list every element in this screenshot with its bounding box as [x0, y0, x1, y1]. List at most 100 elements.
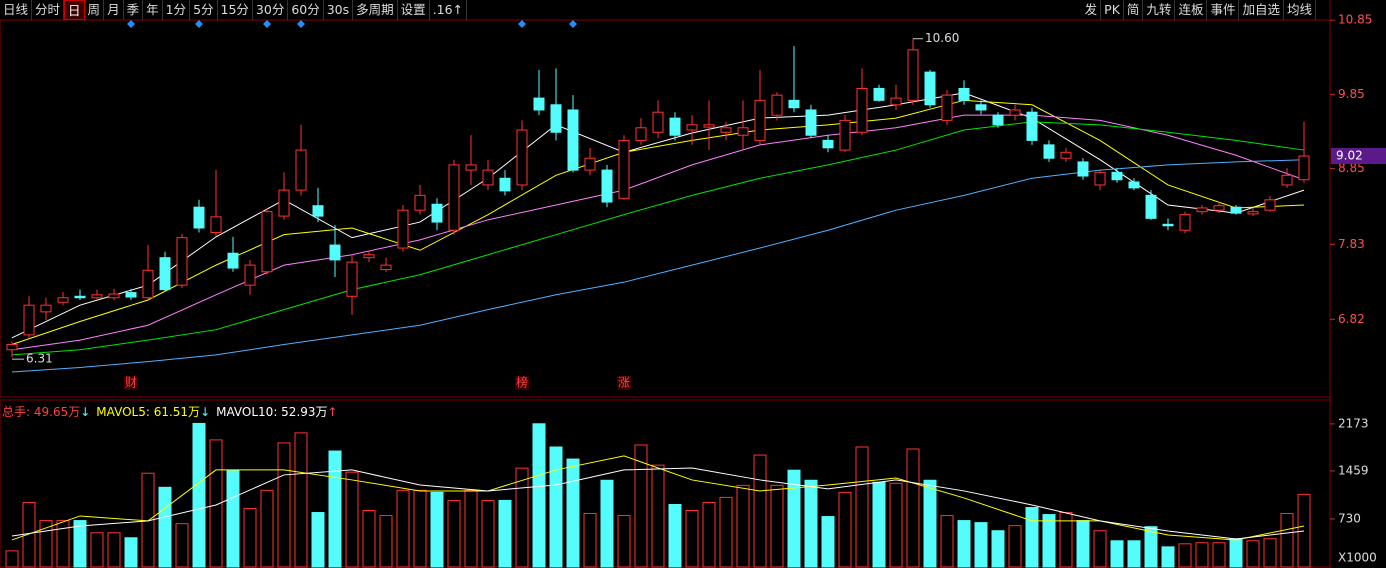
- volume-bar: [549, 446, 563, 568]
- toolbar-button[interactable]: 发: [1082, 0, 1102, 20]
- candle-body: [210, 216, 222, 233]
- volume-bar: [736, 484, 750, 568]
- event-box: [124, 376, 138, 390]
- toolbar-button[interactable]: 5分: [190, 0, 218, 20]
- toolbar-button[interactable]: 季: [124, 0, 144, 20]
- toolbar-button[interactable]: PK: [1101, 0, 1124, 20]
- candle-body: [601, 169, 613, 203]
- volume-legend: 总手: 49.65万↓ MAVOL5: 61.51万↓ MAVOL10: 52.93…: [2, 403, 338, 420]
- candle-body: [754, 99, 766, 141]
- candle-body: [1281, 174, 1293, 186]
- volume-bar: [940, 515, 954, 568]
- moving-average-line: [11, 99, 1305, 346]
- volume-bar: [158, 486, 172, 568]
- volume-bar: [855, 446, 869, 568]
- toolbar-button[interactable]: 均线: [1284, 0, 1316, 20]
- candle-body: [686, 124, 698, 131]
- volume-bar: [583, 513, 597, 568]
- volume-bar: [1127, 540, 1141, 568]
- candle-body: [40, 304, 52, 313]
- volume-bar: [447, 499, 461, 568]
- candle-body: [567, 109, 579, 171]
- candle-body: [805, 109, 817, 136]
- toolbar-button[interactable]: 月: [104, 0, 124, 20]
- volume-bar: [1110, 540, 1124, 568]
- legend-arrow: ↓: [80, 405, 91, 419]
- toolbar-button[interactable]: 30分: [253, 0, 289, 20]
- volume-bar: [1161, 546, 1175, 568]
- volume-bar: [1246, 540, 1260, 568]
- toolbar: 日线 分时日周月季年 1分 5分 15分 30分 60分 30s 多周期 设置 .16↑ 发 PK 简九转…: [0, 0, 1386, 20]
- candle-body: [873, 87, 885, 101]
- toolbar-button[interactable]: 日线: [0, 0, 33, 20]
- volume-bar: [532, 423, 546, 568]
- candle-body: [975, 104, 987, 111]
- candle-body: [193, 206, 205, 229]
- toolbar-right: 发 PK 简九转 连板 事件 加自选 均线: [1082, 0, 1316, 20]
- volume-bar: [838, 491, 852, 568]
- volume-bar: [566, 458, 580, 568]
- moving-average-line: [11, 121, 1305, 356]
- moving-average-line: [11, 467, 1305, 540]
- toolbar-button[interactable]: 设置: [398, 0, 430, 20]
- volume-bar: [56, 520, 70, 568]
- candle-body: [737, 127, 749, 136]
- toolbar-button[interactable]: 多周期: [353, 0, 398, 20]
- candle-body: [1094, 171, 1106, 186]
- candle-body: [1043, 144, 1055, 159]
- candle-body: [652, 111, 664, 133]
- volume-bar: [175, 523, 189, 568]
- legend-text: MAVOL5: 61.51万: [96, 405, 201, 419]
- volume-bar: [651, 464, 665, 568]
- y-tick-label: 8.85: [1338, 161, 1365, 175]
- toolbar-button[interactable]: 简: [1124, 0, 1144, 20]
- volume-bar: [974, 522, 988, 568]
- toolbar-button[interactable]: 九转: [1143, 0, 1176, 20]
- volume-bar: [1229, 538, 1243, 568]
- candle-body: [890, 97, 902, 106]
- candle-body: [142, 269, 154, 299]
- toolbar-button[interactable]: .16↑: [430, 0, 468, 20]
- candle-body: [23, 304, 35, 336]
- legend-item: MAVOL10: 52.93万↑: [216, 403, 337, 420]
- toolbar-button[interactable]: 连板: [1175, 0, 1208, 20]
- candle-body: [91, 294, 103, 299]
- max-label: 10.60: [925, 31, 959, 45]
- event-marker: [195, 20, 203, 28]
- legend-arrow: ↓: [200, 405, 211, 419]
- volume-bar: [515, 467, 529, 568]
- candle-body: [669, 117, 681, 136]
- volume-bar: [226, 469, 240, 568]
- event-marker: [127, 20, 135, 28]
- toolbar-button[interactable]: 日: [64, 0, 85, 20]
- toolbar-button[interactable]: 周: [85, 0, 105, 20]
- volume-bar: [90, 532, 104, 568]
- volume-bar: [1178, 543, 1192, 568]
- toolbar-button[interactable]: 加自选: [1239, 0, 1284, 20]
- toolbar-button[interactable]: 分时: [32, 0, 65, 20]
- volume-bar: [634, 444, 648, 568]
- candle-body: [159, 257, 171, 291]
- toolbar-button[interactable]: 1分: [163, 0, 191, 20]
- toolbar-button[interactable]: 年: [143, 0, 163, 20]
- toolbar-button[interactable]: 30s: [324, 0, 354, 20]
- volume-bar: [209, 439, 223, 568]
- y-tick-label: 1459: [1338, 463, 1369, 477]
- toolbar-button[interactable]: 15分: [218, 0, 253, 20]
- candle-body: [312, 205, 324, 217]
- event-box: [515, 376, 529, 390]
- volume-bar: [396, 489, 410, 568]
- candle-body: [57, 297, 69, 303]
- volume-bar: [73, 520, 87, 568]
- candle-body: [584, 157, 596, 171]
- candle-body: [992, 114, 1004, 126]
- volume-bar: [260, 489, 274, 568]
- candle-body: [924, 71, 936, 106]
- volume-bar: [1195, 542, 1209, 568]
- volume-bar: [481, 499, 495, 568]
- toolbar-button[interactable]: 60分: [288, 0, 324, 20]
- toolbar-button[interactable]: 事件: [1207, 0, 1240, 20]
- y-tick-label: 7.83: [1338, 237, 1365, 251]
- volume-bar: [294, 432, 308, 568]
- candle-body: [1179, 214, 1191, 231]
